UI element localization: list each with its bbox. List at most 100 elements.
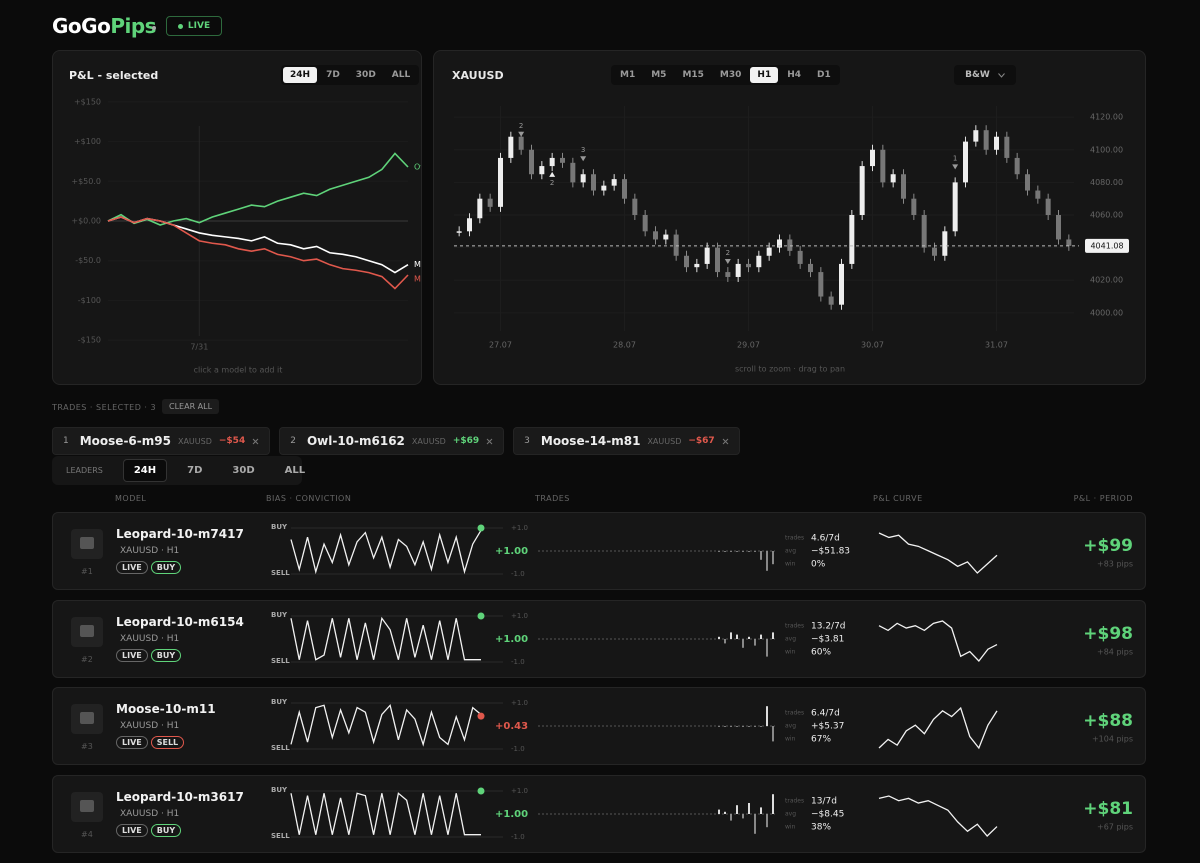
close-icon[interactable] xyxy=(722,438,729,445)
leader-row[interactable]: #2 Leopard-10-m6154 XAUUSD · H1 LIVE BUY BUY S… xyxy=(52,600,1146,678)
trades-label: TRADES · SELECTED · 3 xyxy=(52,403,157,412)
trade-bar xyxy=(724,639,726,644)
rank: #1 xyxy=(81,567,93,576)
symbol: XAUUSD xyxy=(452,69,504,82)
candle xyxy=(746,263,751,268)
tab[interactable]: 7D xyxy=(187,465,203,476)
leader-row[interactable]: #3 Moose-10-m11 XAUUSD · H1 LIVE SELL BUY SELL… xyxy=(52,687,1146,765)
stat-value: 67% xyxy=(811,735,831,745)
leader-row[interactable]: #1 Leopard-10-m7417 XAUUSD · H1 LIVE BUY BUY S… xyxy=(52,512,1146,590)
trade-bar xyxy=(754,814,756,834)
stat-value: 13.2/7d xyxy=(811,622,846,632)
series-label: Moose-14- xyxy=(414,275,421,284)
trade-chip[interactable]: 3 Moose-14-m81 XAUUSD −$67 xyxy=(513,427,740,455)
tab[interactable]: ALL xyxy=(391,70,411,80)
scale-label: +1.0 xyxy=(511,524,528,532)
y-tick-label: 4120.00 xyxy=(1090,113,1123,122)
trade-bar xyxy=(754,551,756,552)
candle xyxy=(963,141,968,183)
chip-index: 1 xyxy=(63,436,69,446)
trade-bar xyxy=(724,726,726,727)
tab[interactable]: M15 xyxy=(682,70,704,80)
scale-label: -1.0 xyxy=(511,745,525,753)
timeframe-tabs: M1 M5 M15 M30 H1 H4 D1 xyxy=(611,65,840,85)
close-icon[interactable] xyxy=(486,438,493,445)
candle xyxy=(487,198,493,207)
price-panel: XAUUSD M1 M5 M15 M30 H1 H4 D1 B&W 4000.00 4020.00 4… xyxy=(433,50,1146,385)
model-symbol: XAUUSD · H1 xyxy=(120,546,180,556)
hint: scroll to zoom · drag to pan xyxy=(735,365,845,374)
avatar-glyph xyxy=(80,537,94,549)
y-tick-label: 4020.00 xyxy=(1090,276,1123,285)
leader-row[interactable]: #4 Leopard-10-m3617 XAUUSD · H1 LIVE BUY BUY S… xyxy=(52,775,1146,853)
clear-button[interactable]: CLEAR ALL xyxy=(162,399,220,414)
candle xyxy=(921,215,927,248)
model-symbol: XAUUSD · H1 xyxy=(120,809,180,819)
chip-symbol: XAUUSD xyxy=(411,436,446,446)
tab[interactable]: 30D xyxy=(232,465,255,476)
stat-label: avg xyxy=(785,548,796,555)
tab[interactable]: 24H xyxy=(122,459,168,482)
conviction-dot xyxy=(477,524,485,532)
trade-bar xyxy=(772,794,774,814)
conviction-value: +0.43 xyxy=(495,721,528,732)
conviction-value: +1.00 xyxy=(495,634,528,645)
candle xyxy=(508,136,514,158)
candle xyxy=(570,162,576,183)
scale-label: BUY xyxy=(271,698,288,706)
tab[interactable]: H4 xyxy=(787,70,801,80)
trade-bar xyxy=(724,811,726,814)
trade-chip[interactable]: 1 Moose-6-m95 XAUUSD −$54 xyxy=(52,427,271,455)
trade-bar xyxy=(736,551,738,552)
logo: GoGoPips xyxy=(52,14,157,38)
tab[interactable]: D1 xyxy=(817,70,831,80)
chip-index: 3 xyxy=(524,436,530,446)
candle xyxy=(880,149,886,183)
candle xyxy=(777,239,782,248)
price-chart: 4000.004020.004040.004060.004080.004100.… xyxy=(454,106,1129,374)
tab[interactable]: H1 xyxy=(750,67,779,83)
candle xyxy=(735,263,741,277)
tab[interactable]: ALL xyxy=(284,465,306,476)
close-icon[interactable] xyxy=(252,438,259,445)
candle xyxy=(601,185,607,191)
candle xyxy=(580,174,586,183)
trade-bar xyxy=(736,634,738,639)
pips: +67 pips xyxy=(1097,823,1133,832)
pnl-chart: +$150 +$100 +$50.0 +$0.00 -$50.0 -$100 -$150 7/… xyxy=(71,97,421,374)
stat-value: 4.6/7d xyxy=(811,534,840,544)
tab[interactable]: 24H xyxy=(283,67,318,83)
candle xyxy=(611,179,617,186)
tab[interactable]: 7D xyxy=(326,70,340,80)
marker-label: 1 xyxy=(953,154,957,162)
panel-title: P&L - selected xyxy=(69,69,159,82)
mode-select[interactable]: B&W xyxy=(954,65,1016,85)
status-badge: LIVE xyxy=(116,649,148,662)
trade-bar xyxy=(718,809,720,814)
avatar xyxy=(71,792,103,822)
row-charts: BUY SELL +1.0 -1.0 +0.43 trades avg win 6.4/7d +$… xyxy=(271,698,1133,753)
tab[interactable]: 30D xyxy=(355,70,376,80)
tab[interactable]: M30 xyxy=(719,70,742,80)
trade-bar xyxy=(718,726,720,727)
candle xyxy=(1014,157,1020,175)
marker xyxy=(549,171,556,177)
trade-chip[interactable]: 2 Owl-10-m6162 XAUUSD +$69 xyxy=(279,427,505,455)
trade-bar xyxy=(748,551,750,552)
y-tick-label: 4100.00 xyxy=(1090,145,1123,154)
tab[interactable]: M1 xyxy=(620,70,636,80)
candle xyxy=(901,174,906,199)
stat-label: trades xyxy=(785,535,804,542)
tab[interactable]: M5 xyxy=(651,70,667,80)
trade-bar xyxy=(742,726,744,727)
rank: #4 xyxy=(81,830,93,839)
pnl-curve xyxy=(878,795,998,837)
chip-pnl: +$69 xyxy=(452,436,480,446)
trade-bar xyxy=(760,634,762,639)
candle xyxy=(663,234,669,240)
trade-bar xyxy=(766,814,768,828)
candle xyxy=(973,130,979,142)
marker xyxy=(518,131,525,137)
marker xyxy=(724,258,731,264)
